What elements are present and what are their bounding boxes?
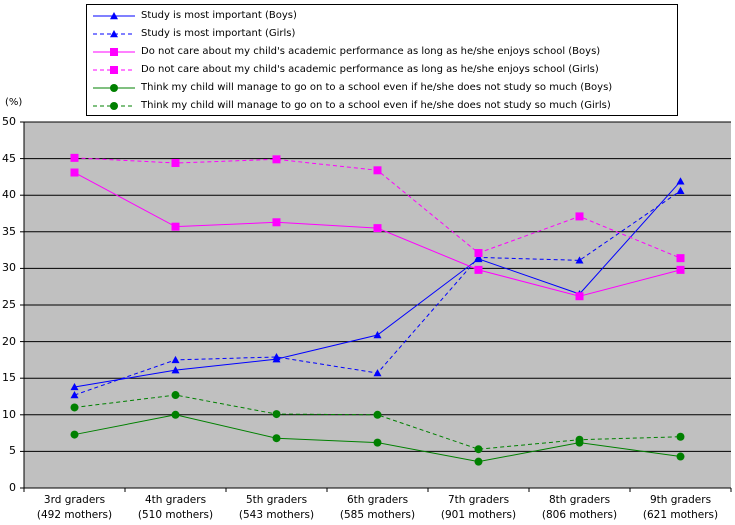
y-tick-label: 10 bbox=[2, 407, 16, 421]
x-tick-label-grade: 3rd graders bbox=[43, 494, 106, 506]
data-point bbox=[474, 249, 483, 258]
legend-item: Study is most important (Girls) bbox=[87, 25, 677, 43]
x-tick-label-count: (492 mothers) bbox=[36, 509, 113, 521]
x-tick-label: 8th graders (806 mothers) bbox=[530, 493, 630, 523]
data-point bbox=[575, 292, 584, 301]
data-point bbox=[474, 445, 483, 454]
data-point bbox=[70, 403, 79, 412]
legend-label: Study is most important (Boys) bbox=[141, 10, 297, 21]
data-point bbox=[373, 369, 382, 377]
x-tick-label-grade: 8th graders bbox=[548, 494, 611, 506]
x-tick-label: 4th graders (510 mothers) bbox=[126, 493, 226, 523]
data-point bbox=[676, 265, 685, 274]
y-tick-label: 30 bbox=[2, 261, 16, 275]
x-tick-label-grade: 4th graders bbox=[144, 494, 207, 506]
data-point bbox=[373, 331, 382, 339]
data-point bbox=[272, 352, 281, 361]
x-tick-label-count: (621 mothers) bbox=[642, 509, 719, 521]
legend-swatch-marker bbox=[110, 66, 118, 74]
legend-swatch-marker bbox=[110, 84, 118, 92]
legend-swatch bbox=[93, 12, 135, 20]
legend-swatch bbox=[93, 102, 135, 110]
x-tick-label: 7th graders (901 mothers) bbox=[429, 493, 529, 523]
x-tick-label: 5th graders (543 mothers) bbox=[227, 493, 327, 523]
legend-swatch bbox=[93, 66, 135, 74]
legend-swatch-marker bbox=[110, 12, 118, 20]
legend-swatch-marker bbox=[110, 30, 118, 38]
legend-item: Do not care about my child's academic pe… bbox=[87, 61, 677, 79]
legend-item: Think my child will manage to go on to a… bbox=[87, 79, 677, 97]
legend-label: Study is most important (Girls) bbox=[141, 28, 296, 39]
data-point bbox=[272, 434, 281, 443]
data-point bbox=[373, 410, 382, 419]
data-point bbox=[373, 438, 382, 447]
y-tick-label: 5 bbox=[9, 444, 16, 458]
data-point bbox=[373, 166, 382, 175]
legend-swatch bbox=[93, 30, 135, 38]
legend-item: Do not care about my child's academic pe… bbox=[87, 43, 677, 61]
data-point bbox=[171, 158, 180, 167]
x-tick-label-grade: 5th graders bbox=[245, 494, 308, 506]
data-point bbox=[171, 366, 180, 374]
legend-label: Think my child will manage to go on to a… bbox=[141, 100, 611, 111]
y-tick-label: 25 bbox=[2, 298, 16, 311]
legend-swatch-marker bbox=[110, 48, 118, 56]
x-tick-label-count: (543 mothers) bbox=[238, 509, 315, 521]
y-tick-label: 35 bbox=[2, 224, 16, 238]
data-point bbox=[70, 153, 79, 162]
data-point bbox=[575, 212, 584, 221]
y-tick-label: 20 bbox=[2, 334, 16, 348]
data-point bbox=[272, 410, 281, 419]
data-point bbox=[676, 186, 685, 195]
data-point bbox=[474, 265, 483, 274]
data-point bbox=[676, 254, 685, 263]
legend-swatch-marker bbox=[110, 102, 118, 110]
x-tick-label-grade: 6th graders bbox=[346, 494, 409, 506]
data-point bbox=[676, 452, 685, 461]
data-point bbox=[70, 391, 79, 399]
legend-label: Think my child will manage to go on to a… bbox=[141, 82, 613, 93]
x-tick-label: 9th graders (621 mothers) bbox=[631, 493, 731, 523]
x-tick-label: 6th graders (585 mothers) bbox=[328, 493, 428, 523]
legend-item: Think my child will manage to go on to a… bbox=[87, 97, 677, 115]
x-tick-label-grade: 7th graders bbox=[447, 494, 510, 506]
legend-label: Do not care about my child's academic pe… bbox=[141, 64, 599, 75]
data-point bbox=[676, 177, 685, 185]
x-tick-label-count: (510 mothers) bbox=[137, 509, 214, 521]
x-tick-label-grade: 9th graders bbox=[649, 494, 712, 506]
data-point bbox=[171, 410, 180, 419]
data-point bbox=[373, 224, 382, 233]
data-point bbox=[575, 435, 584, 444]
data-point bbox=[70, 168, 79, 177]
y-tick-label: 15 bbox=[2, 371, 16, 385]
x-tick-label-count: (901 mothers) bbox=[440, 509, 517, 521]
x-tick-label: 3rd graders (492 mothers) bbox=[25, 493, 125, 523]
data-point bbox=[171, 355, 180, 364]
data-point bbox=[575, 256, 584, 264]
y-tick-label: 50 bbox=[2, 115, 16, 128]
data-point bbox=[70, 430, 79, 439]
legend-swatch bbox=[93, 84, 135, 92]
y-tick-label: 45 bbox=[2, 151, 16, 165]
y-tick-label: 0 bbox=[9, 481, 16, 494]
legend: Study is most important (Boys) Study is m… bbox=[86, 4, 678, 116]
legend-swatch bbox=[93, 48, 135, 56]
legend-label: Do not care about my child's academic pe… bbox=[141, 46, 601, 57]
data-point bbox=[272, 155, 281, 164]
data-point bbox=[676, 432, 685, 441]
data-point bbox=[474, 457, 483, 466]
data-point bbox=[171, 391, 180, 400]
y-unit-label: (%) bbox=[5, 97, 23, 108]
y-tick-label: 40 bbox=[2, 188, 16, 202]
data-point bbox=[272, 218, 281, 227]
data-point bbox=[70, 382, 79, 391]
data-point bbox=[171, 222, 180, 231]
x-tick-label-count: (585 mothers) bbox=[339, 509, 416, 521]
legend-item: Study is most important (Boys) bbox=[87, 7, 677, 25]
x-tick-label-count: (806 mothers) bbox=[541, 509, 618, 521]
